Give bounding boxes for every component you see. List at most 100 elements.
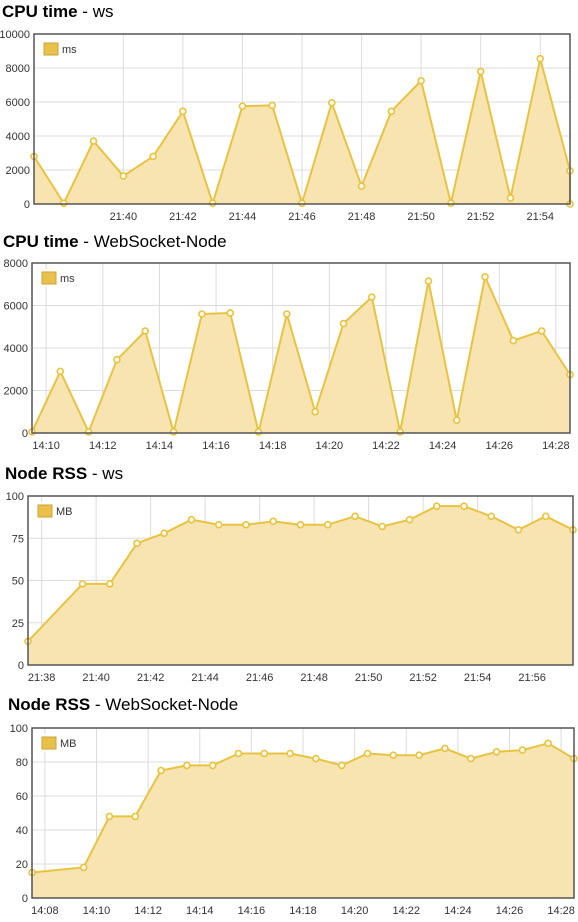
- x-tick-label: 14:26: [485, 440, 513, 452]
- chart-panel-2: CPU time - WebSocket-Node 0 2000 4000 6000 8…: [0, 230, 578, 462]
- data-point: [105, 580, 114, 588]
- data-point: [269, 517, 278, 526]
- data-point: [417, 76, 425, 85]
- data-point: [460, 502, 468, 510]
- x-axis: 14:10 14:12 14:14 14:16 14:18 14:20 14:22 14:24…: [32, 440, 569, 452]
- x-tick-label: 21:54: [464, 672, 492, 684]
- legend: MB: [34, 502, 74, 520]
- data-point: [105, 812, 114, 821]
- y-tick-label: 4000: [4, 343, 28, 355]
- series-line: [33, 57, 571, 205]
- data-point: [187, 515, 196, 524]
- data-point: [254, 428, 263, 436]
- x-tick-label: 21:46: [288, 211, 316, 223]
- x-tick-label: 21:48: [348, 211, 376, 223]
- x-tick-label: 21:54: [526, 211, 554, 223]
- chart-panel-3: Node RSS - ws 0 25 50 75 100 21:38 21:40 21:42 2…: [0, 462, 578, 692]
- series-area: [32, 743, 574, 898]
- x-axis: 14:08 14:10 14:12 14:14 14:16 14:18 14:20 14:22…: [31, 905, 575, 917]
- x-tick-label: 21:50: [355, 672, 383, 684]
- x-tick-label: 14:12: [134, 905, 162, 917]
- y-tick-label: 100: [6, 491, 24, 503]
- data-point: [169, 428, 178, 436]
- data-point: [89, 137, 98, 145]
- data-point: [78, 580, 87, 588]
- x-tick-label: 14:10: [32, 440, 60, 452]
- data-point: [337, 761, 346, 770]
- data-point: [183, 761, 191, 770]
- y-tick-label: 25: [12, 618, 24, 630]
- chart-title: Node RSS - ws: [5, 464, 124, 483]
- data-point: [84, 428, 93, 436]
- y-tick-label: 80: [16, 757, 28, 769]
- data-point: [208, 199, 217, 207]
- data-point: [238, 102, 247, 111]
- legend-swatch: [41, 271, 57, 285]
- data-point: [56, 367, 65, 376]
- series-line: [31, 275, 571, 433]
- data-point: [424, 277, 433, 285]
- chart-panel-4: Node RSS - WebSocket-Node 0 20 40 60 80 100 14…: [0, 693, 578, 922]
- data-point: [396, 428, 404, 436]
- data-point: [268, 101, 277, 110]
- x-tick-label: 14:28: [542, 440, 570, 452]
- y-tick-label: 50: [12, 576, 24, 588]
- data-point: [378, 522, 387, 531]
- y-axis: 0 2000 4000 6000 8000: [4, 258, 28, 440]
- data-point: [367, 293, 376, 301]
- series-line: [27, 505, 574, 643]
- data-point: [327, 99, 336, 107]
- x-tick-label: 21:44: [191, 672, 219, 684]
- data-point: [323, 520, 332, 529]
- data-point: [432, 502, 441, 510]
- x-tick-label: 21:40: [82, 672, 110, 684]
- data-point: [447, 199, 455, 207]
- y-tick-label: 0: [22, 893, 28, 905]
- x-tick-label: 21:46: [246, 672, 274, 684]
- x-tick-label: 14:14: [146, 440, 174, 452]
- data-point: [339, 319, 348, 328]
- chart-title: CPU time - ws: [2, 2, 114, 21]
- x-tick-label: 21:48: [300, 672, 328, 684]
- chart-title: CPU time - WebSocket-Node: [3, 232, 227, 251]
- legend-label: MB: [56, 506, 73, 518]
- legend-swatch: [41, 736, 57, 750]
- data-point: [452, 416, 461, 425]
- x-tick-label: 14:22: [372, 440, 400, 452]
- data-point: [357, 182, 366, 190]
- series-area: [34, 58, 570, 205]
- chart-title: Node RSS - WebSocket-Node: [8, 695, 239, 714]
- plot-frame: [27, 495, 574, 666]
- legend: MB: [38, 734, 78, 752]
- x-tick-label: 14:14: [186, 905, 214, 917]
- data-point: [541, 512, 550, 521]
- y-tick-label: 4000: [6, 131, 30, 143]
- x-tick-label: 14:24: [444, 905, 472, 917]
- data-point: [492, 747, 501, 756]
- data-point: [481, 273, 489, 281]
- data-point: [296, 520, 305, 529]
- x-tick-label: 14:10: [83, 905, 111, 917]
- data-point: [283, 310, 291, 318]
- x-tick-label: 21:44: [229, 211, 257, 223]
- data-point: [141, 327, 150, 335]
- data-point: [160, 529, 169, 537]
- data-point: [133, 539, 141, 548]
- node-rss-ws-chart: 0 25 50 75 100 21:38 21:40 21:42 21:44 21:46 21:48…: [6, 491, 577, 684]
- data-point: [351, 512, 359, 521]
- data-point: [415, 751, 423, 760]
- y-tick-label: 8000: [4, 258, 28, 270]
- data-point: [487, 512, 496, 521]
- x-tick-label: 21:42: [169, 211, 197, 223]
- x-tick-label: 14:16: [238, 905, 266, 917]
- x-tick-label: 21:42: [137, 672, 165, 684]
- plot-frame: [31, 727, 575, 899]
- x-tick-label: 21:40: [110, 211, 138, 223]
- y-tick-label: 60: [16, 791, 28, 803]
- y-axis: 0 20 40 60 80 100: [10, 723, 28, 905]
- plot-frame: [31, 262, 571, 434]
- y-tick-label: 75: [12, 533, 24, 545]
- x-tick-label: 14:26: [496, 905, 524, 917]
